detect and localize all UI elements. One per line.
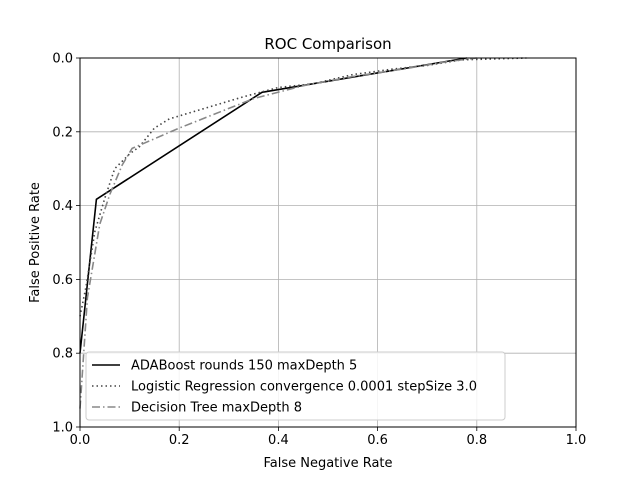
x-tick-label: 0.8 [466,433,487,448]
legend: ADABoost rounds 150 maxDepth 5 Logistic R… [85,351,506,421]
y-tick-label: 0.8 [52,347,73,362]
legend-label-0: ADABoost rounds 150 maxDepth 5 [131,359,357,374]
y-tick-label: 0.0 [52,52,73,67]
series-line-1 [79,57,527,317]
x-axis-label: False Negative Rate [263,456,392,471]
x-tick-label: 1.0 [566,433,587,448]
y-tick-label: 0.4 [52,199,73,214]
legend-label-1: Logistic Regression convergence 0.0001 s… [131,380,477,395]
x-tick-label: 0.6 [367,433,388,448]
legend-box [85,351,506,421]
y-tick-label: 0.2 [52,125,73,140]
x-tick-label: 0.0 [70,433,91,448]
x-tick-label: 0.2 [169,433,190,448]
chart-title: ROC Comparison [264,35,391,53]
y-tick-label: 1.0 [52,421,73,436]
axis-ticks: 0.0 0.2 0.4 0.6 0.8 1.00.00.20.40.60.81.0 [52,52,586,449]
y-axis-label: False Positive Rate [28,182,43,303]
series-lines [79,57,527,409]
x-tick-label: 0.4 [268,433,289,448]
legend-label-2: Decision Tree maxDepth 8 [131,401,302,416]
plot-area-frame [79,57,577,428]
y-tick-label: 0.6 [52,273,73,288]
